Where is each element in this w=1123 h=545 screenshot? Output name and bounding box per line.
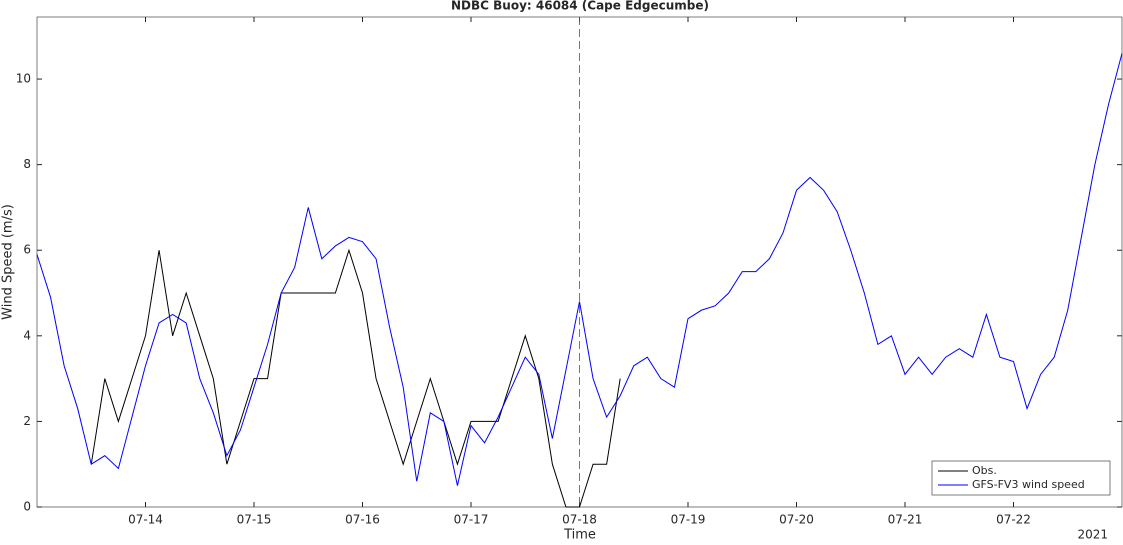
x-tick-label: 07-22 — [996, 513, 1031, 527]
legend-box — [931, 460, 1111, 496]
x-tick-label: 07-19 — [671, 513, 706, 527]
chart-title: NDBC Buoy: 46084 (Cape Edgecumbe) — [451, 0, 709, 13]
year-label: 2021 — [1077, 528, 1108, 542]
x-tick-label: 07-21 — [888, 513, 923, 527]
legend-label: Obs. — [972, 464, 997, 477]
series-line — [36, 53, 1123, 486]
y-tick-label: 8 — [23, 157, 31, 171]
x-tick-label: 07-15 — [237, 513, 272, 527]
y-tick-label: 4 — [23, 328, 31, 342]
x-tick-label: 07-18 — [562, 513, 597, 527]
x-tick-label: 07-14 — [128, 513, 163, 527]
y-tick-label: 10 — [16, 72, 31, 86]
x-axis-label: Time — [563, 528, 596, 542]
x-tick-label: 07-20 — [779, 513, 814, 527]
y-axis-label: Wind Speed (m/s) — [1, 204, 16, 320]
y-tick-label: 2 — [23, 414, 31, 428]
y-tick-label: 6 — [23, 243, 31, 257]
series-line — [90, 248, 621, 508]
x-tick-label: 07-16 — [345, 513, 380, 527]
y-tick-label: 0 — [23, 500, 31, 514]
legend-label: GFS-FV3 wind speed — [972, 478, 1085, 491]
x-tick-label: 07-17 — [454, 513, 489, 527]
